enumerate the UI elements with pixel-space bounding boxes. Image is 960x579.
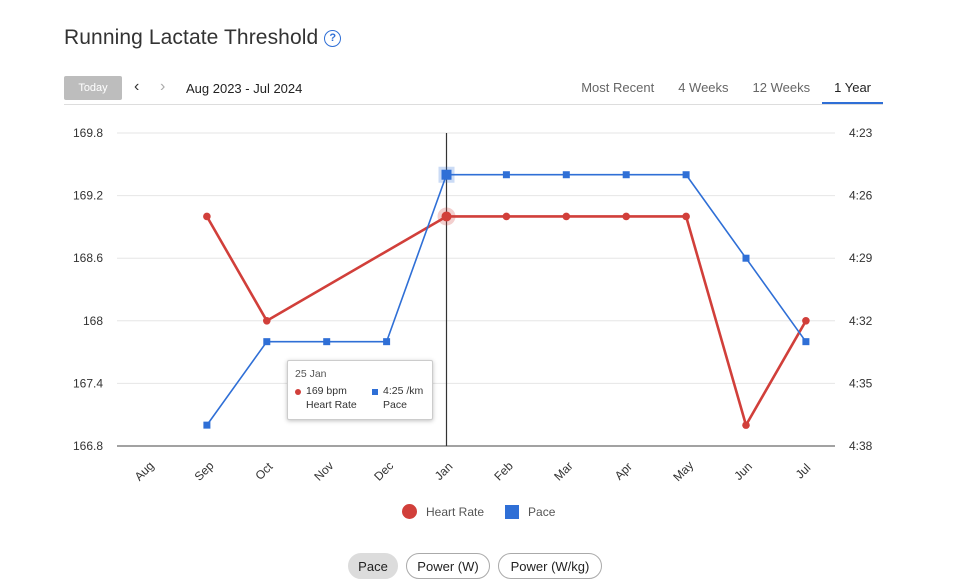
pace-point — [622, 171, 630, 179]
tab-12-weeks[interactable]: 12 Weeks — [752, 80, 811, 95]
x-tick-label: Sep — [192, 458, 217, 483]
y-right-tick-label: 4:32 — [849, 314, 873, 328]
chart-tooltip: 25 Jan 169 bpm Heart Rate 4:25 /km Pace — [287, 360, 433, 420]
heart-rate-point — [742, 421, 750, 429]
tab-1-year[interactable]: 1 Year — [822, 76, 883, 104]
y-left-tick-label: 168 — [83, 314, 103, 328]
date-navigation: Today ‹ › Aug 2023 - Jul 2024 Most Recen… — [64, 76, 883, 105]
y-right-tick-label: 4:35 — [849, 376, 873, 390]
range-tabs: Most Recent 4 Weeks 12 Weeks 1 Year — [569, 76, 883, 104]
tab-4-weeks[interactable]: 4 Weeks — [678, 80, 729, 95]
chevron-left-icon[interactable]: ‹ — [134, 78, 140, 95]
pace-point — [502, 171, 510, 179]
y-right-tick-label: 4:38 — [849, 439, 873, 453]
legend-heart-rate[interactable]: Heart Rate — [426, 504, 485, 519]
x-tick-label: Oct — [252, 459, 276, 483]
heart-rate-point — [802, 317, 810, 325]
heart-rate-point — [441, 211, 452, 222]
power-w-button[interactable]: Power (W) — [406, 553, 490, 579]
pace-legend-icon[interactable] — [505, 504, 520, 519]
x-tick-label: Aug — [132, 459, 157, 484]
x-tick-label: Dec — [371, 459, 396, 484]
heart-rate-point — [263, 317, 271, 325]
tooltip-pace-label: Pace — [383, 399, 407, 411]
date-range-label: Aug 2023 - Jul 2024 — [186, 81, 303, 96]
heart-rate-dot-icon — [295, 389, 301, 395]
x-tick-label: Jul — [793, 461, 814, 482]
heart-rate-point — [562, 212, 571, 221]
heart-rate-point — [502, 212, 511, 221]
page-title: Running Lactate Threshold — [64, 26, 319, 49]
y-left-tick-label: 167.4 — [73, 376, 103, 390]
heart-rate-legend-icon[interactable] — [402, 504, 417, 519]
tooltip-date: 25 Jan — [295, 368, 327, 380]
x-tick-label: Feb — [491, 459, 516, 484]
y-left-tick-label: 166.8 — [73, 439, 103, 453]
x-tick-label: Jan — [432, 459, 456, 483]
pace-point — [562, 171, 570, 179]
pace-point — [802, 338, 810, 346]
y-left-tick-label: 168.6 — [73, 251, 103, 265]
chart-legend: Heart Rate Pace — [402, 504, 555, 519]
tab-most-recent[interactable]: Most Recent — [581, 80, 655, 95]
pace-point — [263, 338, 271, 346]
heart-rate-point — [682, 212, 690, 221]
question-circle-icon[interactable]: ? — [324, 29, 342, 47]
pace-square-icon — [372, 389, 378, 395]
pace-point — [203, 421, 211, 429]
pace-point — [323, 338, 331, 346]
header: Running Lactate Threshold ? — [64, 26, 342, 50]
pace-point — [682, 171, 690, 179]
y-left-tick-label: 169.8 — [73, 126, 103, 140]
legend-pace[interactable]: Pace — [528, 504, 556, 519]
x-tick-label: Mar — [551, 459, 576, 484]
chevron-right-icon[interactable]: › — [160, 78, 166, 95]
pace-point — [441, 169, 452, 180]
today-button[interactable]: Today — [64, 76, 122, 100]
pace-button[interactable]: Pace — [348, 553, 398, 579]
pace-point — [742, 254, 750, 262]
pace-point — [383, 338, 391, 346]
x-tick-label: Jun — [731, 459, 755, 483]
lactate-threshold-chart: 169.8 4:23 169.2 4:26 168.6 4:29 168 4:32 167.4 4… — [73, 126, 873, 484]
y-right-tick-label: 4:23 — [849, 126, 873, 140]
tooltip-pace-value: 4:25 /km — [383, 385, 424, 397]
power-wkg-button[interactable]: Power (W/kg) — [498, 553, 602, 579]
x-tick-label: Apr — [612, 460, 635, 483]
tooltip-heart-rate-label: Heart Rate — [306, 399, 357, 411]
tooltip-heart-rate-value: 169 bpm — [306, 385, 347, 397]
x-tick-label: May — [670, 458, 696, 484]
y-right-tick-label: 4:26 — [849, 189, 873, 203]
x-tick-label: Nov — [311, 459, 336, 484]
heart-rate-point — [622, 212, 630, 221]
y-left-tick-label: 169.2 — [73, 189, 103, 203]
y-right-tick-label: 4:29 — [849, 251, 873, 265]
heart-rate-point — [203, 212, 211, 221]
